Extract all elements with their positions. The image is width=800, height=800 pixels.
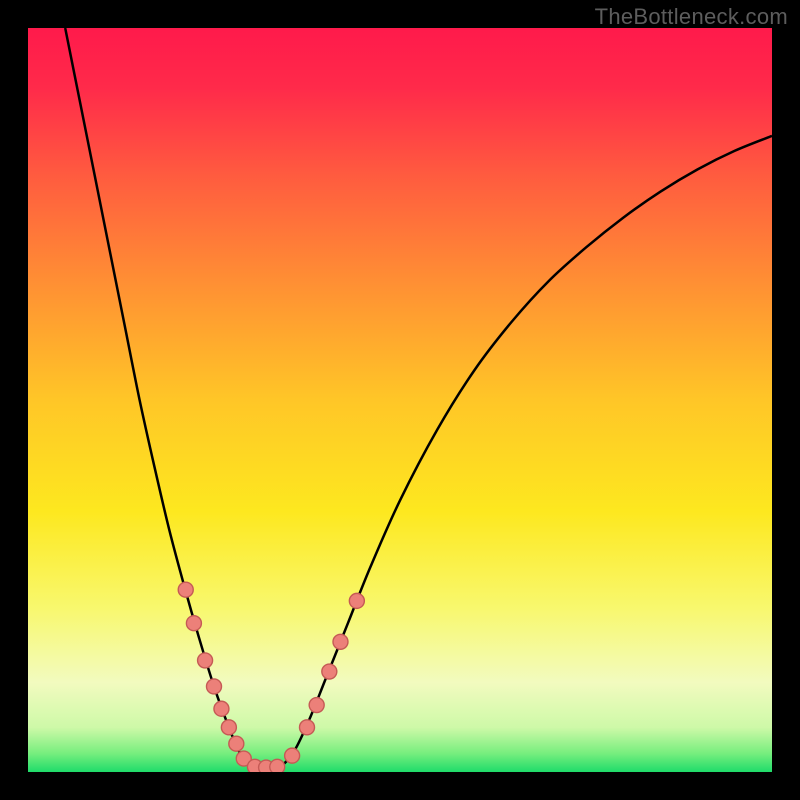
watermark-text: TheBottleneck.com bbox=[595, 4, 788, 30]
marker-dot bbox=[229, 736, 244, 751]
marker-dot bbox=[309, 698, 324, 713]
chart-container: TheBottleneck.com bbox=[0, 0, 800, 800]
marker-dot bbox=[333, 634, 348, 649]
marker-dot bbox=[186, 616, 201, 631]
bottleneck-chart bbox=[0, 0, 800, 800]
marker-dot bbox=[198, 653, 213, 668]
marker-dot bbox=[285, 748, 300, 763]
marker-dot bbox=[214, 701, 229, 716]
marker-dot bbox=[207, 679, 222, 694]
marker-dot bbox=[221, 720, 236, 735]
marker-dot bbox=[349, 593, 364, 608]
marker-dot bbox=[178, 582, 193, 597]
marker-dot bbox=[300, 720, 315, 735]
marker-dot bbox=[322, 664, 337, 679]
